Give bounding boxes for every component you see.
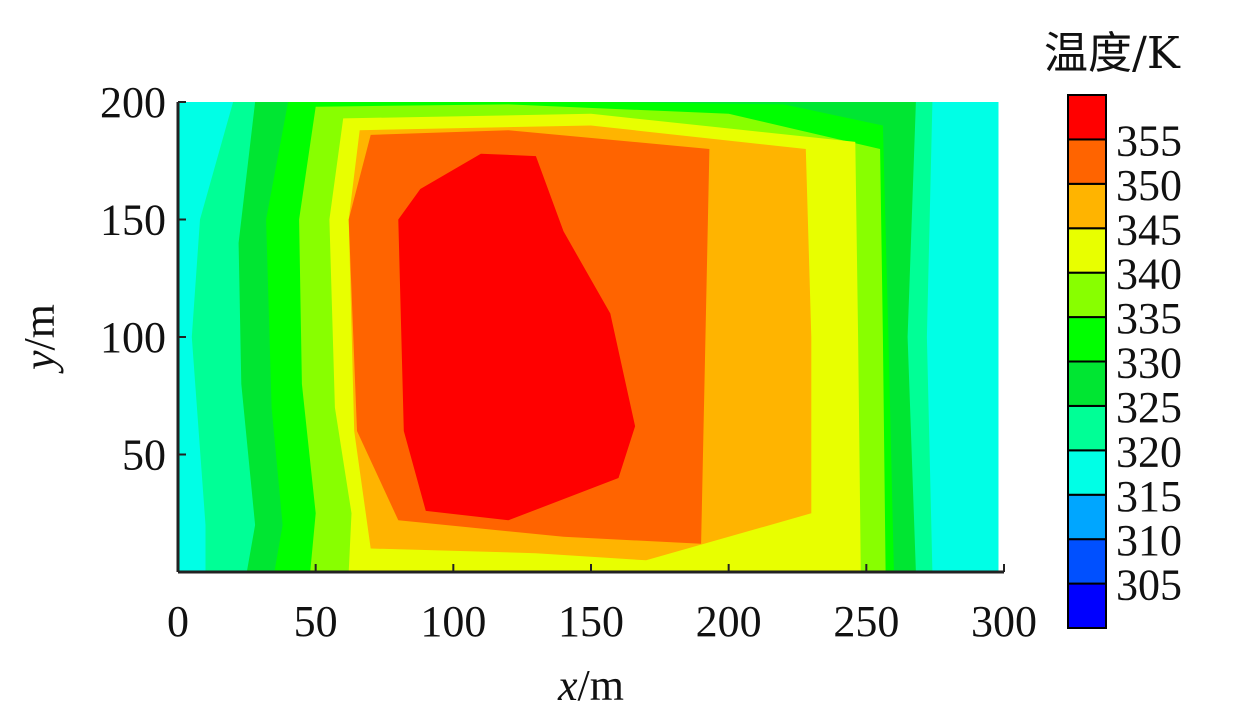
- colorbar-label: 305: [1116, 561, 1182, 610]
- x-axis-label-unit: /m: [578, 661, 624, 710]
- colorbar-label: 340: [1116, 250, 1182, 299]
- x-axis-label-var: x: [557, 661, 578, 710]
- x-axis: 0 50 100 150 200 250 300: [167, 564, 1037, 646]
- y-tick-label: 150: [100, 196, 166, 245]
- y-axis-label-var: y: [15, 350, 64, 374]
- colorbar-label: 350: [1116, 161, 1182, 210]
- y-tick-label: 100: [100, 313, 166, 362]
- colorbar-swatch: [1067, 582, 1107, 629]
- x-tick-label: 300: [971, 597, 1037, 646]
- colorbar-label: 330: [1116, 339, 1182, 388]
- colorbar-label: 355: [1116, 116, 1182, 165]
- x-tick-label: 150: [558, 597, 624, 646]
- colorbar-title: 温度/K: [1044, 28, 1181, 79]
- colorbar-label: 320: [1116, 427, 1182, 476]
- y-axis: 50 100 150 200: [100, 78, 186, 572]
- colorbar-swatch: [1067, 493, 1107, 541]
- colorbar-label: 315: [1116, 472, 1182, 521]
- y-axis-label-unit: /m: [15, 304, 64, 350]
- colorbar-swatch: [1067, 94, 1107, 141]
- y-tick-label: 200: [100, 78, 166, 127]
- colorbar-swatch: [1067, 227, 1107, 274]
- colorbar-swatch: [1067, 182, 1107, 230]
- colorbar-label: 310: [1116, 516, 1182, 565]
- contour-region-355: [398, 153, 636, 521]
- colorbar-label: 325: [1116, 383, 1182, 432]
- colorbar-label: 345: [1116, 205, 1182, 254]
- colorbar-swatch: [1067, 316, 1107, 363]
- x-tick-label: 250: [833, 597, 899, 646]
- x-tick-label: 0: [167, 597, 189, 646]
- y-tick-label: 50: [122, 431, 166, 480]
- x-tick-label: 100: [420, 597, 486, 646]
- colorbar-swatch: [1067, 538, 1107, 585]
- y-axis-label: y/m: [15, 304, 64, 374]
- plot-area: [178, 102, 1004, 572]
- x-tick-label: 200: [696, 597, 762, 646]
- colorbar-swatch: [1067, 138, 1107, 185]
- colorbar-swatch: [1067, 404, 1107, 452]
- colorbar-label: 335: [1116, 294, 1182, 343]
- plot-edge-gap: [998, 102, 1004, 572]
- colorbar-swatch: [1067, 360, 1107, 407]
- x-tick-label: 50: [294, 597, 338, 646]
- colorbar-swatch: [1067, 271, 1107, 319]
- x-axis-label: x/m: [557, 661, 624, 710]
- colorbar-swatch: [1067, 449, 1107, 496]
